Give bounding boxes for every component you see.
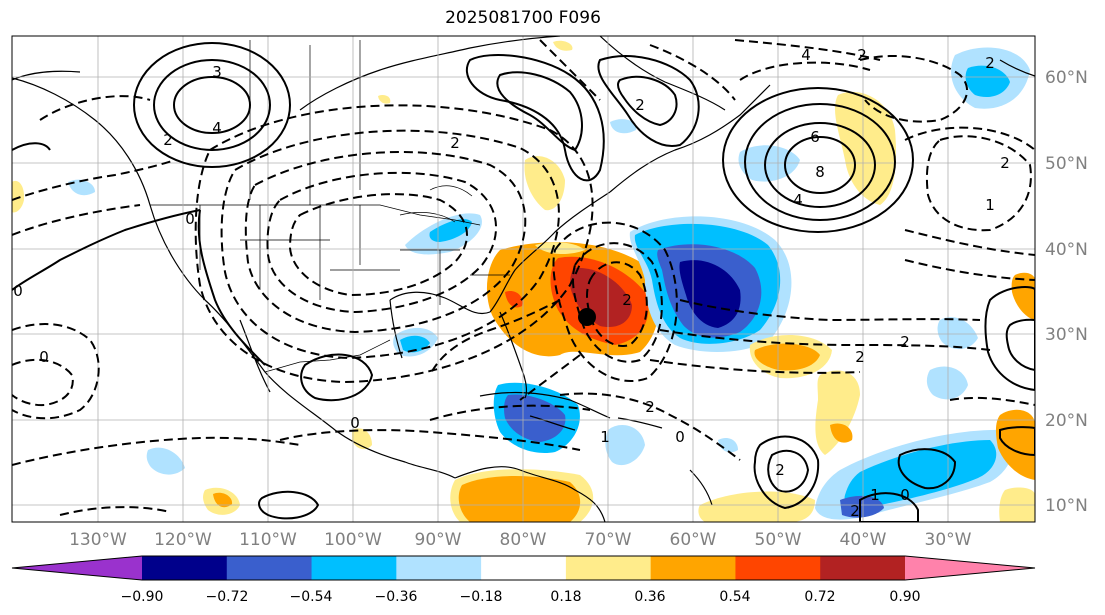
contour-label: 0: [185, 210, 195, 228]
lon-tick-label: 110°W: [239, 530, 297, 550]
negative-contours: [12, 39, 1035, 516]
lon-tick-label: 70°W: [585, 530, 632, 550]
contour-label: 1: [600, 428, 610, 446]
lon-tick-label: 90°W: [415, 530, 462, 550]
map-area: 3 4 2 0 4 2 6 8 4 2 2 2 2 1 0 2 2 2 1 0 …: [12, 36, 1035, 522]
contour-label: 2: [635, 96, 645, 114]
colorbar-tick-label: 0.36: [634, 589, 665, 605]
colorbar-tick-label: 0.72: [804, 589, 835, 605]
contour-label: 4: [212, 119, 222, 137]
contour-label: 6: [810, 128, 820, 146]
colorbar-extend-high: [905, 556, 1035, 580]
colorbar-segment: [735, 556, 821, 580]
colorbar-tick-label: −0.36: [375, 589, 418, 605]
colorbar-segment: [565, 556, 652, 580]
colorbar-tick-label: −0.54: [290, 589, 333, 605]
colorbar-segment: [820, 556, 906, 580]
lat-tick-label: 50°N: [1045, 154, 1088, 174]
contour-label: 2: [775, 461, 785, 479]
contour-label: 3: [212, 63, 222, 81]
contour-label: 2: [1000, 154, 1010, 172]
contour-label: 0: [13, 282, 23, 300]
contour-label: 0: [39, 348, 49, 366]
colorbar-tick-labels: −0.90 −0.72 −0.54 −0.36 −0.18 0.18 0.36 …: [121, 589, 921, 605]
lat-tick-label: 20°N: [1045, 411, 1088, 431]
contour-label: 4: [793, 191, 803, 209]
lon-tick-label: 60°W: [670, 530, 717, 550]
contour-label: 2: [985, 54, 995, 72]
contour-label: 2: [622, 291, 632, 309]
colorbar-segment: [481, 556, 567, 580]
colorbar-segment: [311, 556, 397, 580]
political-borders: [150, 40, 510, 373]
contour-label: 0: [900, 486, 910, 504]
colorbar-extend-low: [12, 556, 142, 580]
contour-label: 2: [163, 131, 173, 149]
positive-contours: [12, 42, 1035, 522]
lat-tick-label: 30°N: [1045, 325, 1088, 345]
lat-tick-label: 60°N: [1045, 68, 1088, 88]
lon-tick-label: 50°W: [755, 530, 802, 550]
latitude-labels: 60°N 50°N 40°N 30°N 20°N 10°N: [1045, 68, 1088, 516]
lon-tick-label: 130°W: [69, 530, 127, 550]
colorbar-tick-label: 0.54: [719, 589, 750, 605]
location-marker: [578, 308, 596, 326]
colorbar-segment: [142, 556, 228, 580]
contour-label: 0: [675, 428, 685, 446]
contour-label: 8: [815, 163, 825, 181]
contour-label: 2: [450, 134, 460, 152]
map-title: 2025081700 F096: [445, 8, 601, 28]
contour-label: 1: [985, 196, 995, 214]
longitude-labels: 130°W 120°W 110°W 100°W 90°W 80°W 70°W 6…: [69, 530, 972, 550]
contour-label: 2: [850, 502, 860, 520]
colorbar-tick-label: 0.18: [550, 589, 581, 605]
contour-label: 0: [350, 414, 360, 432]
contour-label: 2: [855, 348, 865, 366]
lon-tick-label: 30°W: [925, 530, 972, 550]
colorbar-segment: [396, 556, 482, 580]
colorbar-tick-label: −0.72: [206, 589, 249, 605]
lat-tick-label: 10°N: [1045, 496, 1088, 516]
lon-tick-label: 40°W: [840, 530, 887, 550]
lon-tick-label: 100°W: [324, 530, 382, 550]
colorbar-segment: [226, 556, 313, 580]
contour-label: 2: [645, 398, 655, 416]
contour-label: 4: [801, 46, 811, 64]
contour-label: 1: [870, 486, 880, 504]
colorbar-segment: [650, 556, 736, 580]
colorbar: −0.90 −0.72 −0.54 −0.36 −0.18 0.18 0.36 …: [11, 555, 1036, 605]
lon-tick-label: 80°W: [500, 530, 547, 550]
contour-labels: 3 4 2 0 4 2 6 8 4 2 2 2 2 1 0 2 2 2 1 0 …: [13, 46, 1010, 520]
colorbar-segments: [11, 555, 1036, 581]
map-frame: [11, 35, 1036, 523]
colorbar-tick-label: −0.90: [121, 589, 164, 605]
lat-tick-label: 40°N: [1045, 240, 1088, 260]
lon-tick-label: 120°W: [154, 530, 212, 550]
contour-label: 2: [900, 333, 910, 351]
contour-label: 2: [857, 46, 867, 64]
shaded-anomalies: [12, 40, 1035, 522]
colorbar-tick-label: 0.90: [889, 589, 920, 605]
coastlines: [12, 36, 1035, 522]
colorbar-tick-label: −0.18: [460, 589, 503, 605]
colorbar-outline: [11, 555, 1036, 581]
